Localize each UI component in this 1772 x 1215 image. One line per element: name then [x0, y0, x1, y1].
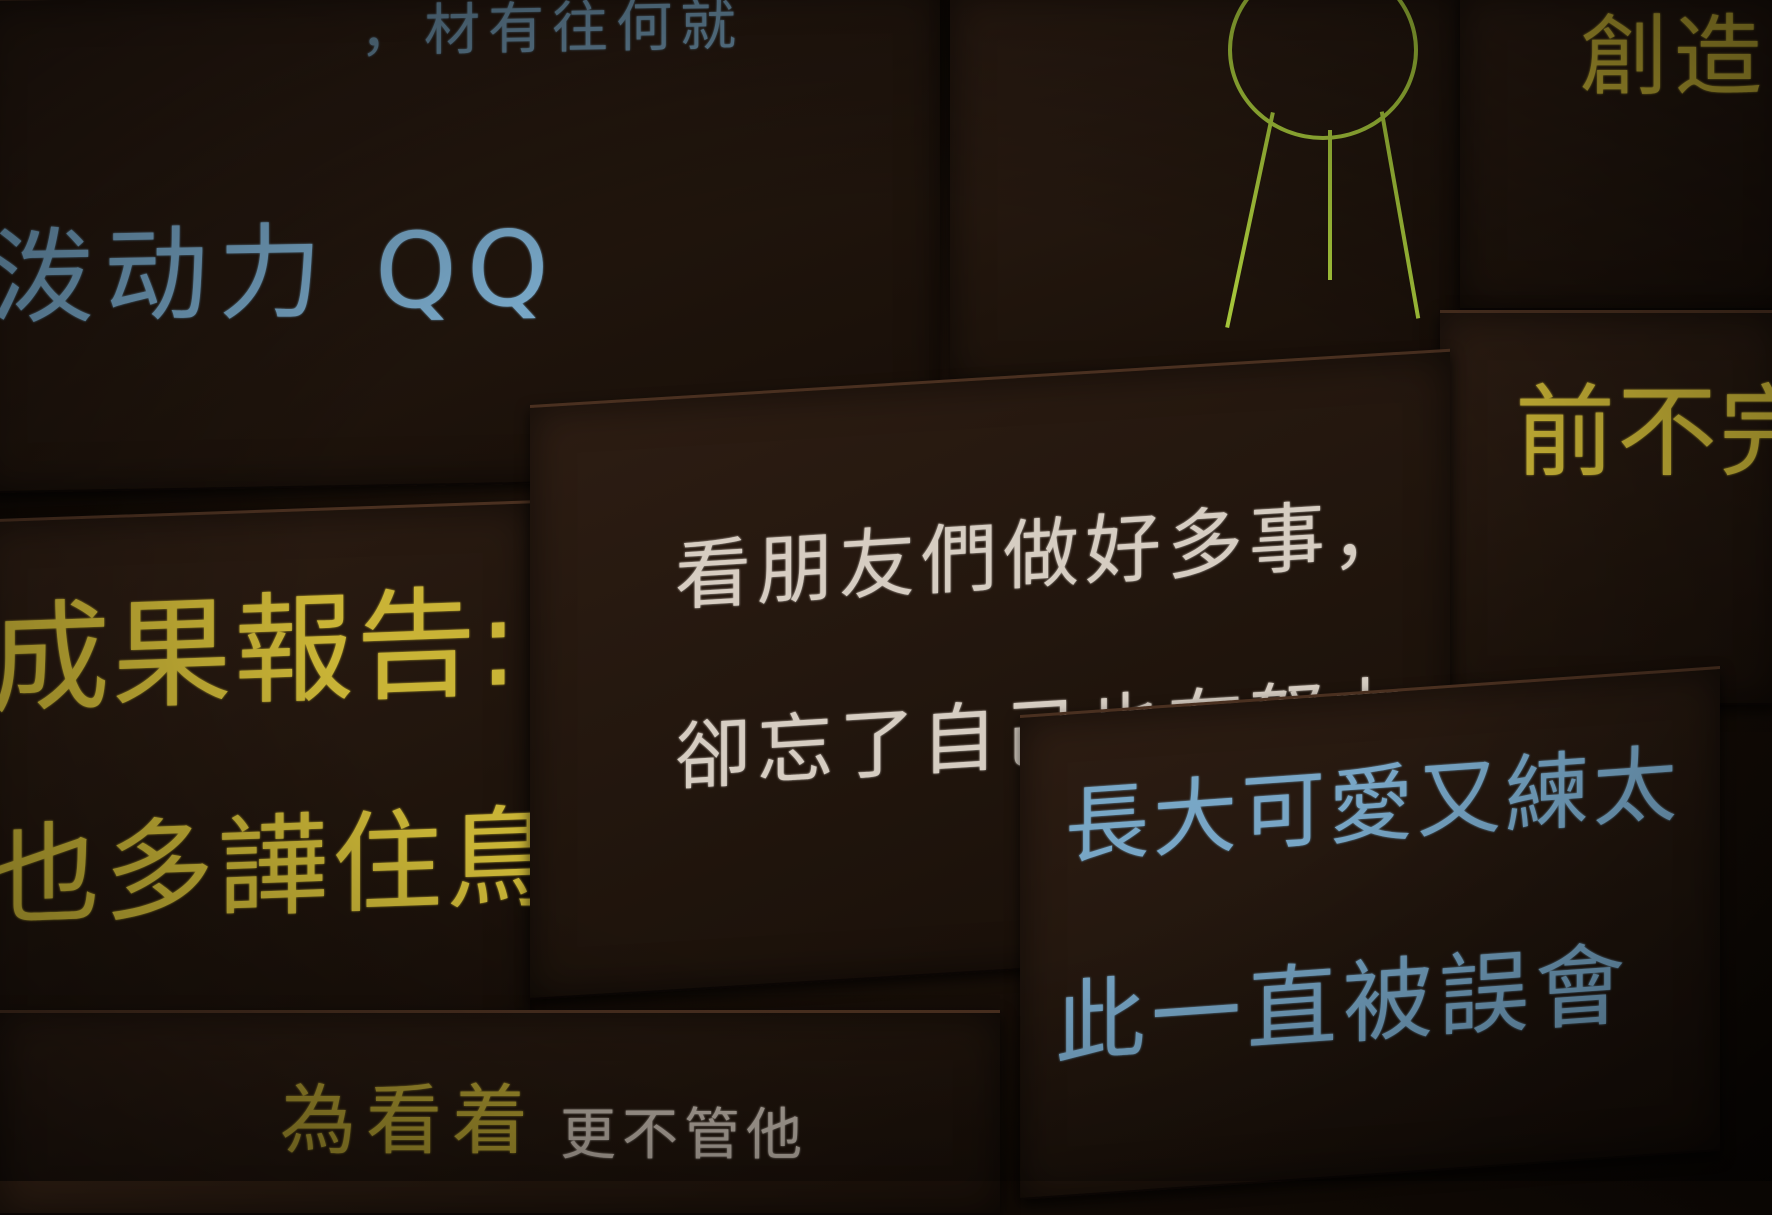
box-bottom-left: 為看着 更不管他 [0, 1010, 1000, 1215]
box-right-middle: 前不完Q [1440, 310, 1772, 705]
chalk-text-left-middle-line2: 也多譁住鳥 [0, 793, 530, 942]
box-bottom-right: 長大可愛又練太 此一直被誤會 [1020, 666, 1720, 1200]
chalk-text-left-middle-line1: 成果報告: [0, 573, 521, 732]
chalk-text-top-right: 創造 [1580, 5, 1769, 108]
chalk-text-bottom-left-line2: 更不管他 [560, 1103, 808, 1168]
chalk-text-top-left-line2: 泼动力 QQ [0, 207, 559, 340]
chalk-text-right-middle: 前不完Q [1515, 374, 1772, 491]
chalk-text-top-left-line1: ，材有往何就 [360, 0, 744, 65]
green-stick-figure-icon [1225, 0, 1428, 380]
chalk-text-bottom-left-line1: 為看着 [280, 1076, 538, 1165]
chalk-text-bottom-right-line1: 長大可愛又練太 [1065, 734, 1682, 876]
box-top-right: 創造 [1460, 0, 1772, 310]
chalk-text-center-line1: 看朋友們做好多事， [675, 486, 1413, 622]
chalk-text-bottom-right-line2: 此一直被誤會 [1055, 932, 1631, 1078]
